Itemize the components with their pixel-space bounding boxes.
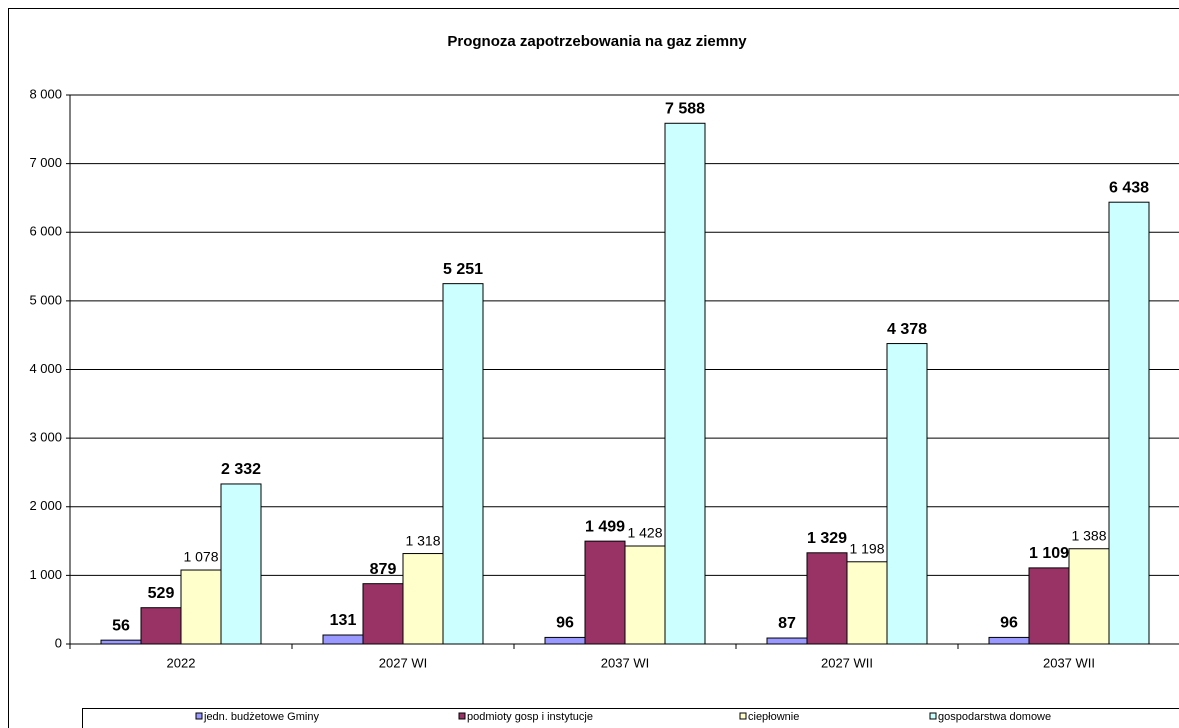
data-label: 131 — [330, 612, 357, 629]
x-tick-label: 2027 WI — [379, 655, 427, 670]
bar — [1108, 201, 1150, 645]
bar — [988, 636, 1030, 645]
bar — [100, 639, 142, 645]
bar — [362, 583, 404, 645]
x-tick-label: 2027 WII — [821, 655, 873, 670]
data-label: 56 — [112, 617, 130, 634]
data-label: 529 — [148, 585, 175, 602]
y-tick-label: 1 000 — [29, 567, 62, 582]
x-tick-label: 2037 WII — [1043, 655, 1095, 670]
data-label: 5 251 — [443, 261, 483, 278]
legend-label: podmioty gosp i instytucje — [467, 711, 593, 723]
bar — [664, 122, 706, 645]
bar — [584, 540, 626, 645]
data-label: 1 329 — [807, 530, 847, 547]
x-tick-label: 2037 WI — [601, 655, 649, 670]
bar — [544, 636, 586, 645]
data-label: 96 — [556, 615, 574, 632]
bar — [180, 569, 222, 645]
data-label: 1 318 — [405, 532, 440, 548]
bar — [140, 607, 182, 645]
legend-label: jedn. budżetowe Gminy — [203, 711, 319, 723]
data-label: 2 332 — [221, 461, 261, 478]
data-label: 96 — [1000, 615, 1018, 632]
data-label: 1 428 — [627, 525, 662, 541]
bar — [624, 545, 666, 645]
data-label: 1 078 — [183, 549, 218, 565]
bar — [846, 561, 888, 645]
bar — [766, 637, 808, 645]
y-tick-label: 4 000 — [29, 361, 62, 376]
data-label: 87 — [778, 615, 796, 632]
data-label: 7 588 — [665, 100, 705, 117]
bar — [1068, 548, 1110, 645]
y-tick-label: 2 000 — [29, 498, 62, 513]
bar — [806, 552, 848, 645]
bar — [322, 634, 364, 645]
legend-swatch — [458, 712, 466, 720]
bar — [1028, 567, 1070, 645]
legend-label: gospodarstwa domowe — [938, 711, 1051, 723]
bar — [220, 483, 262, 645]
y-tick-label: 0 — [55, 635, 62, 650]
bar — [886, 343, 928, 645]
data-label: 1 499 — [585, 518, 625, 535]
y-tick-label: 6 000 — [29, 224, 62, 239]
data-label: 1 109 — [1029, 545, 1069, 562]
y-tick-label: 7 000 — [29, 155, 62, 170]
data-label: 879 — [370, 561, 397, 578]
chart-title: Prognoza zapotrzebowania na gaz ziemny — [447, 33, 747, 50]
data-label: 6 438 — [1109, 179, 1149, 196]
y-tick-label: 5 000 — [29, 292, 62, 307]
y-tick-label: 8 000 — [29, 86, 62, 101]
bar — [402, 553, 444, 645]
bar — [442, 283, 484, 645]
x-tick-label: 2022 — [167, 655, 196, 670]
data-label: 1 198 — [849, 540, 884, 556]
y-tick-label: 3 000 — [29, 430, 62, 445]
legend-box — [82, 708, 1179, 728]
legend-label: ciepłownie — [748, 711, 799, 723]
data-label: 1 388 — [1071, 527, 1106, 543]
legend-swatch — [929, 712, 937, 720]
legend-swatch — [195, 712, 203, 720]
data-label: 4 378 — [887, 321, 927, 338]
legend-swatch — [739, 712, 747, 720]
